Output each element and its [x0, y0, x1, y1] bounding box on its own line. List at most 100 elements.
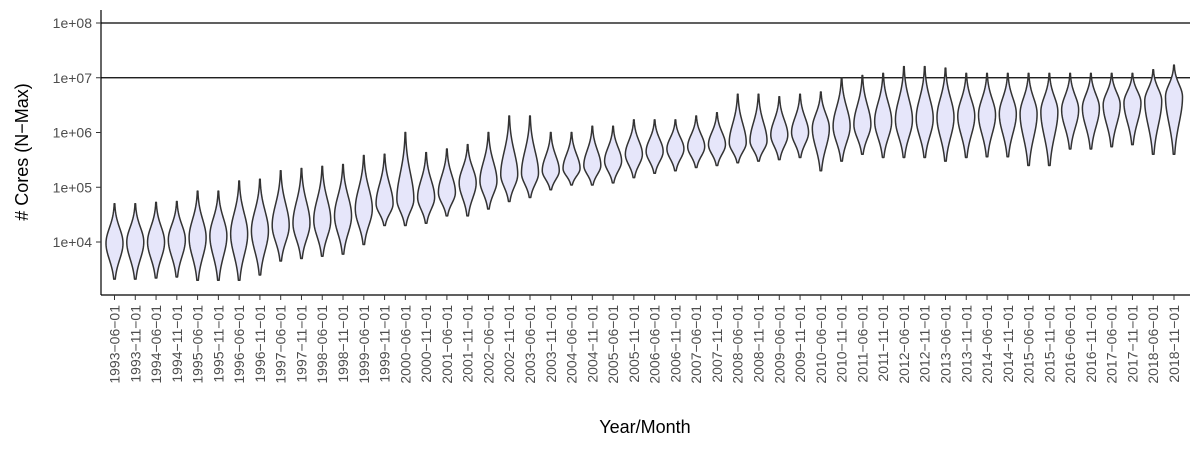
violin	[520, 115, 540, 199]
x-tick-label: 2003−06−01	[522, 305, 538, 384]
y-ticks: 1e+04 1e+05 1e+06 1e+07 1e+08	[53, 15, 101, 250]
violin	[1143, 69, 1163, 156]
violin	[146, 201, 166, 279]
y-tick-label: 1e+08	[53, 15, 93, 31]
violin	[479, 131, 498, 210]
violin	[707, 111, 727, 167]
violin	[167, 200, 187, 278]
x-tick-label: 1999−06−01	[356, 305, 372, 384]
x-tick-label: 2009−11−01	[792, 305, 808, 383]
x-tick-label: 2014−06−01	[979, 305, 995, 384]
y-tick-label: 1e+04	[53, 234, 93, 250]
violin	[1123, 72, 1142, 146]
x-tick-label: 2007−11−01	[709, 305, 725, 383]
x-tick-label: 2012−11−01	[917, 305, 933, 383]
x-tick-label: 2001−11−01	[460, 305, 476, 383]
violin	[1060, 72, 1080, 150]
violin	[790, 93, 810, 159]
violin	[458, 143, 477, 217]
axes	[100, 10, 1190, 296]
violin	[271, 170, 290, 262]
y-axis-title: # Cores (N−Max)	[12, 83, 32, 221]
x-tick-label: 2011−06−01	[854, 305, 870, 383]
violin	[915, 65, 934, 159]
x-tick-label: 1993−11−01	[127, 305, 143, 383]
violin	[666, 119, 685, 172]
x-tick-label: 2003−11−01	[543, 305, 559, 383]
x-tick-label: 1998−06−01	[314, 305, 330, 384]
x-tick-label: 2004−06−01	[564, 305, 580, 384]
violin	[250, 178, 270, 276]
violin	[188, 190, 207, 282]
violin	[749, 93, 768, 162]
violin	[811, 91, 831, 172]
x-tick-label: 2016−11−01	[1083, 305, 1099, 383]
x-tick-label: 2015−11−01	[1041, 305, 1057, 383]
violin	[333, 163, 353, 255]
x-tick-label: 2000−06−01	[397, 305, 413, 384]
x-tick-label: 1997−11−01	[293, 305, 309, 383]
y-tick-label: 1e+06	[53, 125, 93, 141]
x-tick-label: 1995−11−01	[210, 305, 226, 383]
x-tick-label: 2001−06−01	[439, 305, 455, 384]
violin	[375, 153, 394, 227]
x-tick-label: 1994−11−01	[169, 305, 185, 383]
x-tick-label: 2004−11−01	[584, 305, 600, 383]
violin	[853, 74, 872, 156]
y-tick-label: 1e+05	[53, 179, 93, 195]
violin	[541, 131, 561, 191]
violin	[1040, 72, 1059, 167]
x-tick-label: 2017−11−01	[1124, 305, 1140, 383]
violin	[894, 65, 914, 159]
violin	[832, 77, 851, 162]
violin	[873, 72, 893, 159]
x-tick-label: 2006−06−01	[647, 305, 663, 384]
x-tick-label: 2002−11−01	[501, 305, 517, 383]
x-tick-label: 2007−06−01	[688, 305, 704, 384]
violin	[998, 72, 1018, 158]
violin	[499, 115, 519, 203]
violin	[936, 67, 955, 162]
reference-lines	[101, 22, 1190, 79]
x-tick-label: 2002−06−01	[480, 305, 496, 384]
x-tick-label: 2014−11−01	[1000, 305, 1016, 383]
x-tick-label: 2006−11−01	[667, 305, 683, 383]
violin	[292, 167, 311, 260]
violin	[728, 93, 747, 164]
x-tick-label: 2010−06−01	[813, 305, 829, 384]
violin	[603, 125, 623, 184]
violin	[1081, 72, 1101, 150]
x-tick-label: 2010−11−01	[834, 305, 850, 383]
violin	[1019, 72, 1038, 167]
x-tick-label: 2000−11−01	[418, 305, 434, 383]
violin	[770, 95, 789, 161]
x-tick-label: 2018−06−01	[1145, 305, 1161, 384]
violin	[105, 202, 124, 280]
violins	[105, 64, 1184, 282]
x-tick-label: 2008−11−01	[751, 305, 767, 383]
x-tick-label: 1998−11−01	[335, 305, 351, 383]
x-tick-label: 2012−06−01	[896, 305, 912, 384]
x-tick-label: 1997−06−01	[273, 305, 289, 384]
violin	[583, 125, 602, 186]
violin	[396, 131, 415, 227]
violin	[209, 190, 228, 282]
x-ticks: 1993−06−01 1993−11−01 1994−06−01 1994−11−01…	[107, 295, 1182, 384]
x-tick-label: 2015−06−01	[1021, 305, 1037, 384]
violin	[957, 72, 976, 159]
x-tick-label: 2018−11−01	[1166, 305, 1182, 383]
x-tick-label: 1996−11−01	[252, 305, 268, 383]
x-tick-label: 2009−06−01	[771, 305, 787, 384]
violin	[354, 154, 374, 246]
y-tick-label: 1e+07	[53, 70, 93, 86]
violin	[437, 148, 457, 217]
x-tick-label: 2011−11−01	[875, 305, 891, 382]
violin	[977, 72, 997, 158]
x-tick-label: 2005−06−01	[605, 305, 621, 384]
violin	[1102, 72, 1121, 148]
x-tick-label: 1995−06−01	[190, 305, 206, 384]
x-tick-label: 1993−06−01	[107, 305, 123, 384]
x-tick-label: 2016−06−01	[1062, 305, 1078, 384]
x-tick-label: 2013−06−01	[937, 305, 953, 384]
